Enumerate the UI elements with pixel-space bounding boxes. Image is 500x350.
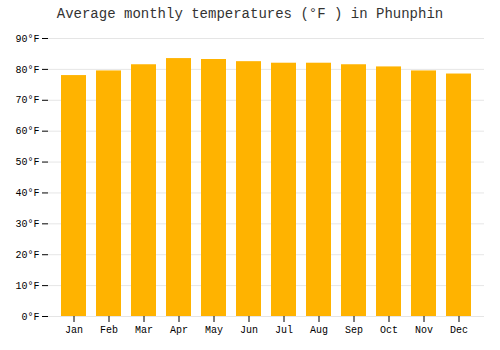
svg-text:Mar: Mar xyxy=(135,325,153,336)
svg-text:Apr: Apr xyxy=(170,325,188,336)
svg-text:Dec: Dec xyxy=(450,325,468,336)
svg-text:May: May xyxy=(205,325,223,336)
html-text:Average monthly temperatures (: Average monthly temperatures (°F ) in Ph… xyxy=(56,6,444,22)
svg-text:Jan: Jan xyxy=(65,325,83,336)
svg-text:30°F: 30°F xyxy=(15,219,39,230)
svg-text:20°F: 20°F xyxy=(15,250,39,261)
svg-text:Jul: Jul xyxy=(275,325,293,336)
svg-text:Sep: Sep xyxy=(345,325,363,336)
svg-text:70°F: 70°F xyxy=(15,95,39,106)
svg-text:Nov: Nov xyxy=(415,325,433,336)
svg-text:Oct: Oct xyxy=(380,325,398,336)
svg-text:Jun: Jun xyxy=(240,325,258,336)
svg-text:60°F: 60°F xyxy=(15,126,39,137)
svg-text:Feb: Feb xyxy=(100,325,118,336)
svg-text:90°F: 90°F xyxy=(15,34,39,45)
svg-text:Aug: Aug xyxy=(310,325,328,336)
svg-text:50°F: 50°F xyxy=(15,157,39,168)
svg-text:40°F: 40°F xyxy=(15,188,39,199)
svg-text:10°F: 10°F xyxy=(15,281,39,292)
svg-text:0°F: 0°F xyxy=(21,312,39,323)
svg-text:80°F: 80°F xyxy=(15,65,39,76)
